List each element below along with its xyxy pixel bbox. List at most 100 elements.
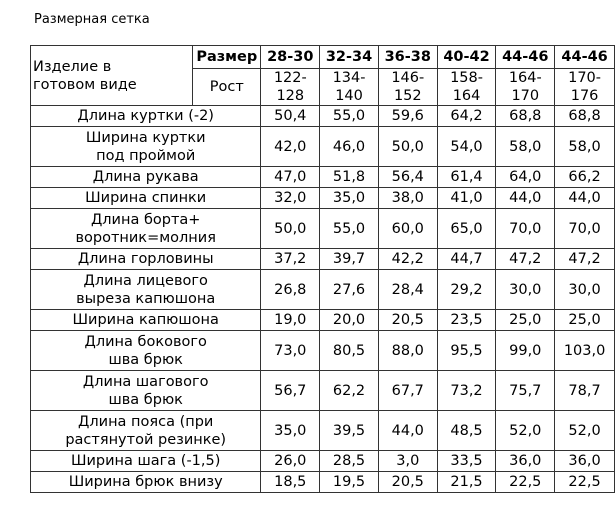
measurement-cell: 39,5 bbox=[319, 410, 379, 451]
measurement-cell: 35,0 bbox=[260, 410, 321, 451]
measurement-cell: 56,4 bbox=[377, 166, 438, 188]
measurement-cell: 80,5 bbox=[319, 330, 379, 371]
row-label: Длина лицевого выреза капюшона bbox=[29, 269, 262, 310]
table-row: Ширина капюшона 19,0 20,0 20,5 23,5 25,0 25,0 bbox=[29, 309, 615, 331]
row-label: Длина горловины bbox=[29, 248, 262, 270]
table-row: Ширина шага (-1,5) 26,0 28,5 3,0 33,5 36,0 36,… bbox=[29, 450, 615, 472]
table-row: Ширина брюк внизу 18,5 19,5 20,5 21,5 22,5 22,… bbox=[29, 471, 615, 493]
measurement-cell: 68,8 bbox=[554, 105, 615, 127]
row-label: Длина шагового шва брюк bbox=[29, 370, 262, 411]
measurement-cell: 29,2 bbox=[436, 269, 497, 310]
measurement-cell: 44,0 bbox=[495, 187, 556, 209]
measurement-cell: 3,0 bbox=[377, 450, 438, 472]
measurement-cell: 19,5 bbox=[319, 471, 379, 493]
row-label: Длина бокового шва брюк bbox=[29, 330, 262, 371]
size-label: Размер bbox=[192, 45, 262, 69]
height-header: 170-176 bbox=[554, 68, 615, 106]
measurement-cell: 50,4 bbox=[260, 105, 321, 127]
measurement-cell: 64,0 bbox=[495, 166, 556, 188]
height-header: 122-128 bbox=[260, 68, 321, 106]
table-row: Длина рукава 47,0 51,8 56,4 61,4 64,0 66,2 bbox=[29, 166, 615, 188]
table-row: Длина куртки (-2) 50,4 55,0 59,6 64,2 68,8 68,… bbox=[29, 105, 615, 127]
header-row-sizes: Изделие в готовом виде Размер 28-30 32-3… bbox=[29, 45, 615, 106]
measurement-cell: 51,8 bbox=[319, 166, 379, 188]
measurement-cell: 99,0 bbox=[495, 330, 556, 371]
size-header: 44-46 bbox=[554, 45, 615, 69]
measurement-cell: 30,0 bbox=[554, 269, 615, 310]
row-label: Длина рукава bbox=[29, 166, 262, 188]
size-header: 40-42 bbox=[436, 45, 497, 69]
height-label: Рост bbox=[192, 68, 262, 106]
table-row: Длина лицевого выреза капюшона 26,8 27,6 28… bbox=[29, 269, 615, 310]
table-row: Ширина куртки под проймой 42,0 46,0 50,0 54,… bbox=[29, 126, 615, 167]
measurement-cell: 18,5 bbox=[260, 471, 321, 493]
measurement-cell: 50,0 bbox=[260, 208, 321, 249]
measurement-cell: 38,0 bbox=[377, 187, 438, 209]
measurement-cell: 58,0 bbox=[495, 126, 556, 167]
row-label: Ширина шага (-1,5) bbox=[29, 450, 262, 472]
size-table: Изделие в готовом виде Размер 28-30 32-3… bbox=[29, 45, 615, 493]
height-header: 164-170 bbox=[495, 68, 556, 106]
measurement-cell: 36,0 bbox=[495, 450, 556, 472]
measurement-cell: 28,5 bbox=[319, 450, 379, 472]
product-label: Изделие в готовом виде bbox=[29, 45, 194, 106]
measurement-cell: 50,0 bbox=[377, 126, 438, 167]
measurement-cell: 55,0 bbox=[319, 208, 379, 249]
measurement-cell: 20,0 bbox=[319, 309, 379, 331]
measurement-cell: 26,0 bbox=[260, 450, 321, 472]
measurement-cell: 46,0 bbox=[319, 126, 379, 167]
measurement-cell: 62,2 bbox=[319, 370, 379, 411]
measurement-cell: 47,2 bbox=[495, 248, 556, 270]
measurement-cell: 70,0 bbox=[554, 208, 615, 249]
measurement-cell: 47,0 bbox=[260, 166, 321, 188]
table-row: Длина пояса (при растянутой резинке) 35,0… bbox=[29, 410, 615, 451]
measurement-cell: 35,0 bbox=[319, 187, 379, 209]
measurement-cell: 65,0 bbox=[436, 208, 497, 249]
measurement-cell: 52,0 bbox=[554, 410, 615, 451]
row-label: Ширина брюк внизу bbox=[29, 471, 262, 493]
row-label: Ширина спинки bbox=[29, 187, 262, 209]
measurement-cell: 41,0 bbox=[436, 187, 497, 209]
measurement-cell: 54,0 bbox=[436, 126, 497, 167]
measurement-cell: 103,0 bbox=[554, 330, 615, 371]
measurement-cell: 33,5 bbox=[436, 450, 497, 472]
measurement-cell: 75,7 bbox=[495, 370, 556, 411]
size-header: 28-30 bbox=[260, 45, 321, 69]
row-label: Длина пояса (при растянутой резинке) bbox=[29, 410, 262, 451]
page-title: Размерная сетка bbox=[34, 12, 150, 27]
measurement-cell: 73,2 bbox=[436, 370, 497, 411]
measurement-cell: 44,0 bbox=[377, 410, 438, 451]
measurement-cell: 78,7 bbox=[554, 370, 615, 411]
size-header: 32-34 bbox=[319, 45, 379, 69]
measurement-cell: 95,5 bbox=[436, 330, 497, 371]
header-row-heights: Рост 122-128 134-140 146-152 158-164 164… bbox=[31, 68, 615, 106]
measurement-cell: 47,2 bbox=[554, 248, 615, 270]
measurement-cell: 60,0 bbox=[377, 208, 438, 249]
table-row: Длина горловины 37,2 39,7 42,2 44,7 47,2 47,2 bbox=[29, 248, 615, 270]
measurement-cell: 88,0 bbox=[377, 330, 438, 371]
measurement-cell: 58,0 bbox=[554, 126, 615, 167]
measurement-cell: 44,7 bbox=[436, 248, 497, 270]
table-row: Ширина спинки 32,0 35,0 38,0 41,0 44,0 44,0 bbox=[29, 187, 615, 209]
measurement-cell: 39,7 bbox=[319, 248, 379, 270]
table-row: Длина шагового шва брюк 56,7 62,2 67,7 73,2 7… bbox=[29, 370, 615, 411]
height-header: 158-164 bbox=[436, 68, 497, 106]
height-header: 134-140 bbox=[319, 68, 379, 106]
measurement-cell: 26,8 bbox=[260, 269, 321, 310]
measurement-cell: 59,6 bbox=[377, 105, 438, 127]
measurement-cell: 28,4 bbox=[377, 269, 438, 310]
table-row: Длина бокового шва брюк 73,0 80,5 88,0 95,5 9… bbox=[29, 330, 615, 371]
measurement-cell: 20,5 bbox=[377, 471, 438, 493]
size-header: 36-38 bbox=[377, 45, 438, 69]
measurement-cell: 32,0 bbox=[260, 187, 321, 209]
measurement-cell: 19,0 bbox=[260, 309, 321, 331]
measurement-cell: 30,0 bbox=[495, 269, 556, 310]
measurement-cell: 64,2 bbox=[436, 105, 497, 127]
measurement-cell: 22,5 bbox=[495, 471, 556, 493]
height-header: 146-152 bbox=[377, 68, 438, 106]
measurement-cell: 42,2 bbox=[377, 248, 438, 270]
measurement-cell: 25,0 bbox=[554, 309, 615, 331]
measurement-cell: 61,4 bbox=[436, 166, 497, 188]
measurement-cell: 42,0 bbox=[260, 126, 321, 167]
row-label: Ширина капюшона bbox=[29, 309, 262, 331]
